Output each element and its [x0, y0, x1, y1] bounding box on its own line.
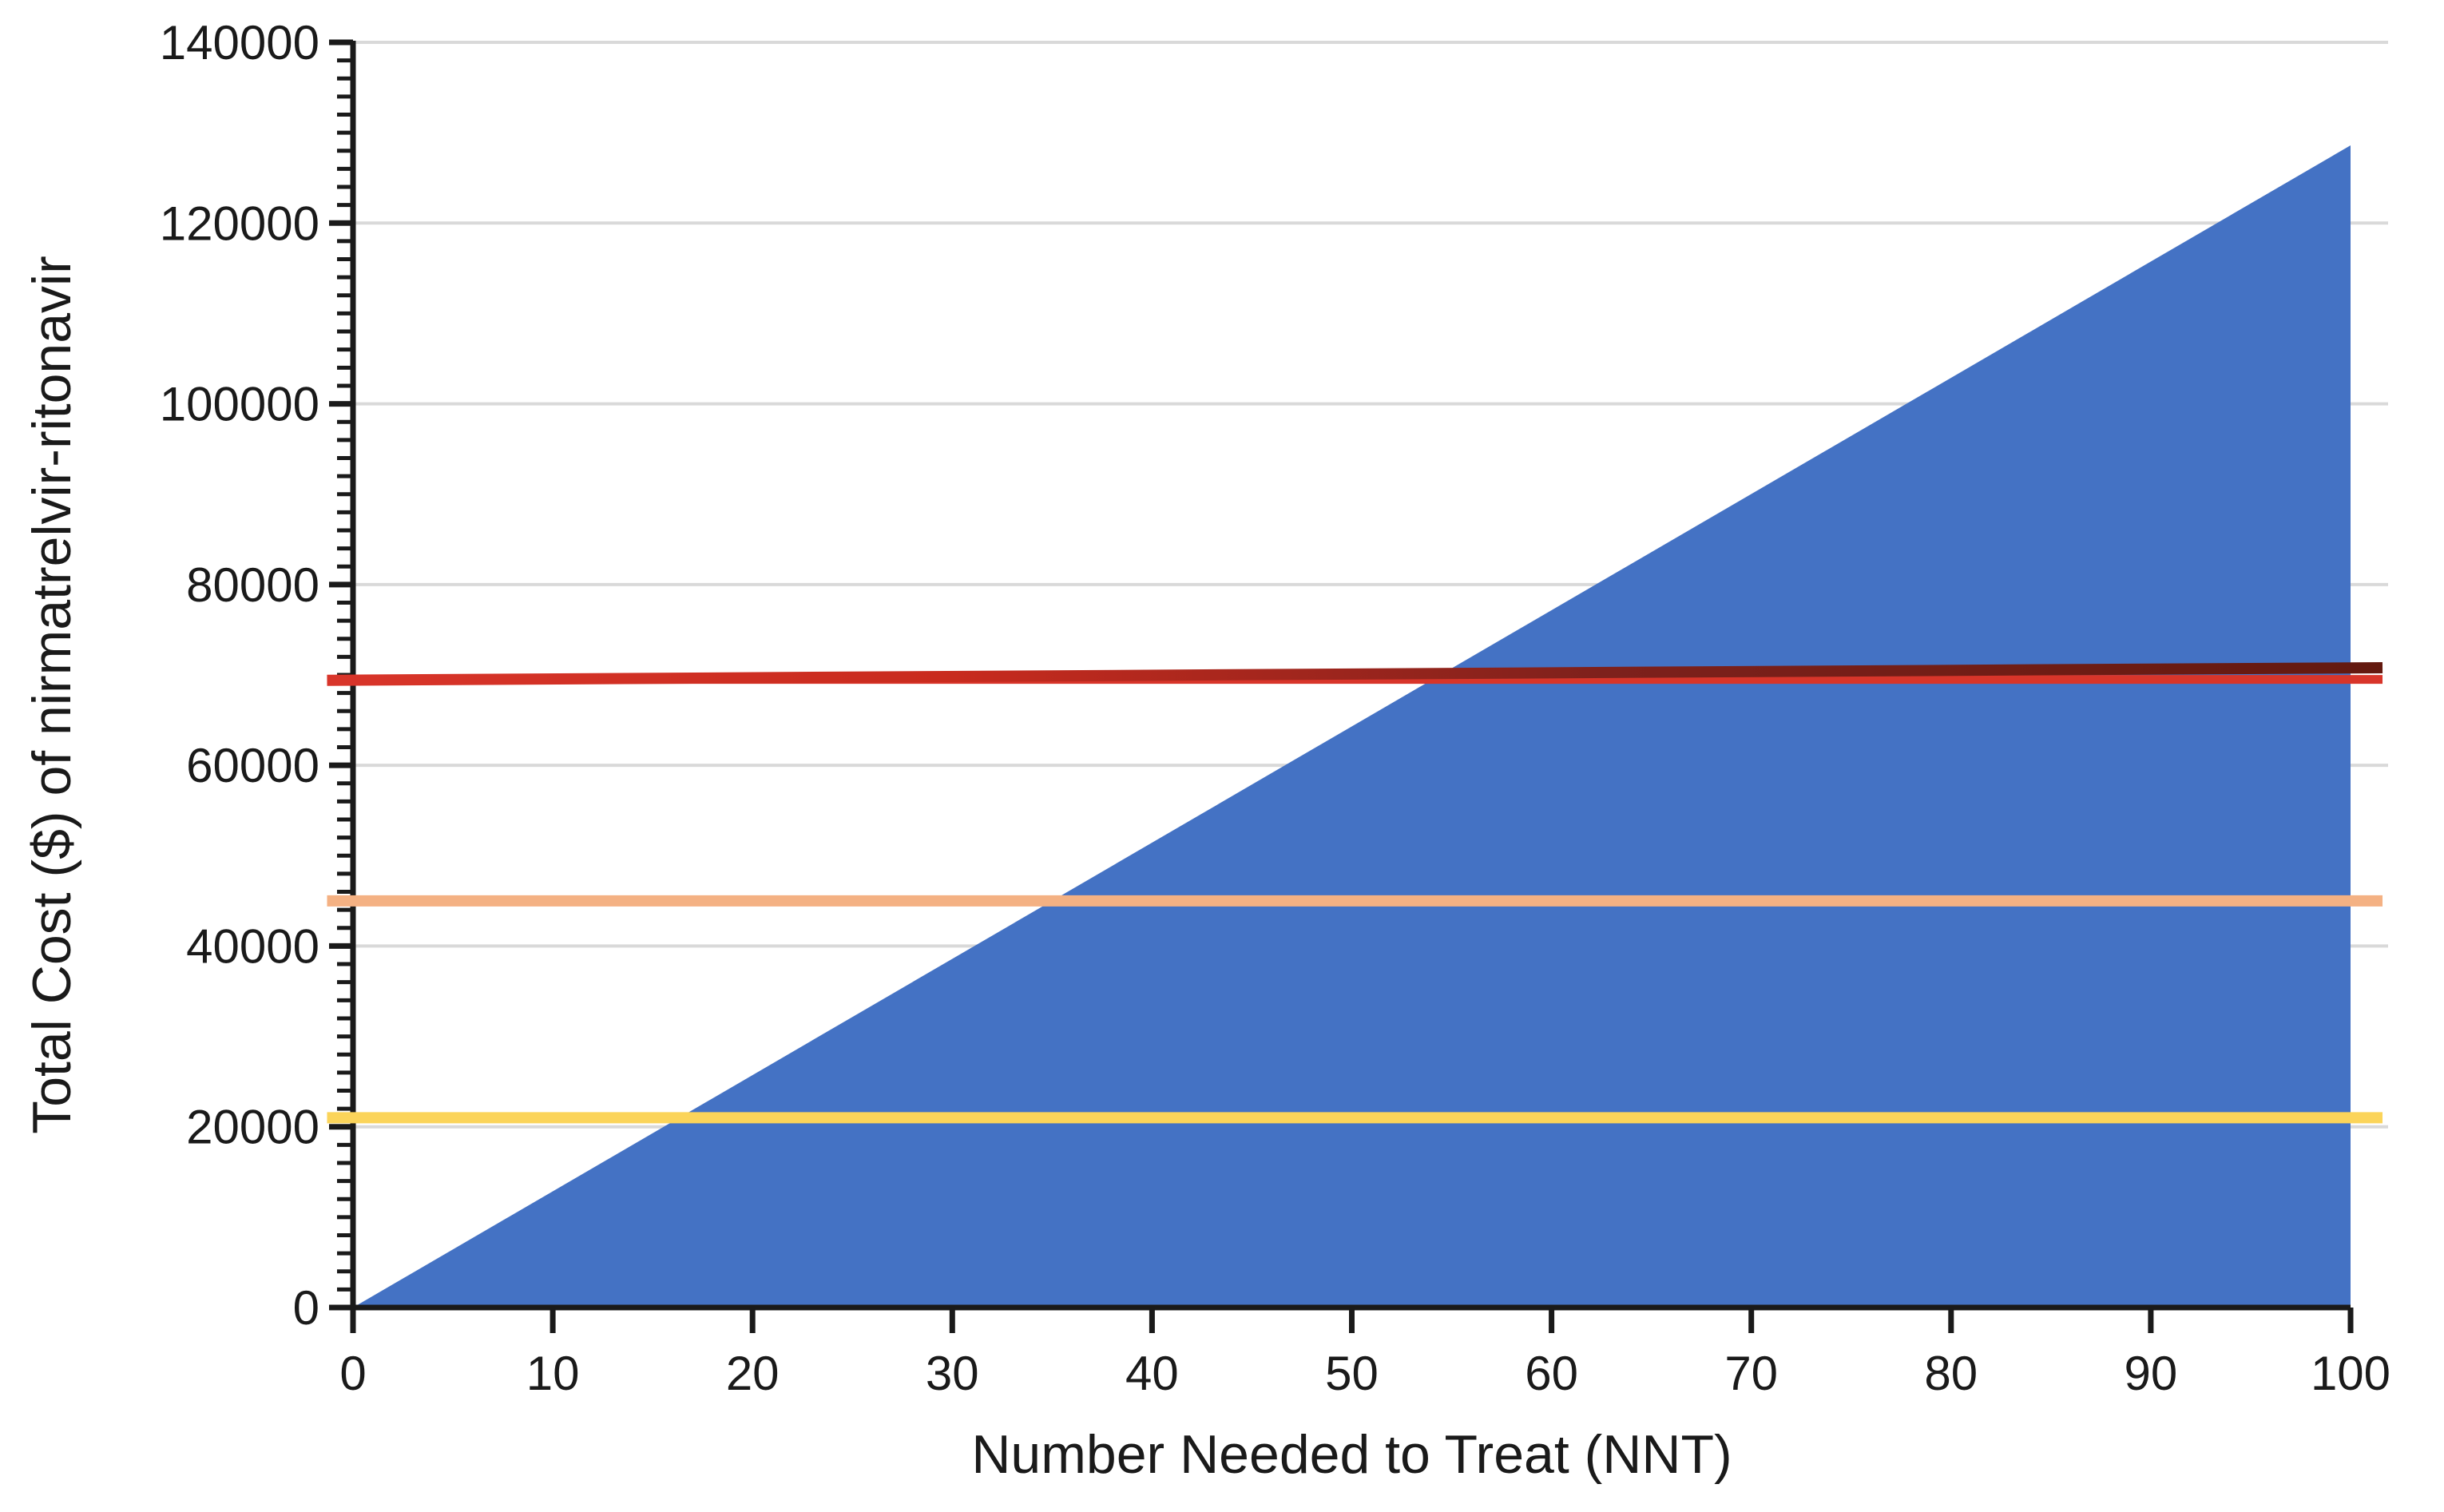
x-tick-label: 10 [526, 1347, 580, 1400]
x-tick-label: 30 [926, 1347, 979, 1400]
total-cost-area [353, 145, 2351, 1308]
y-tick-label: 20000 [186, 1101, 319, 1154]
x-tick-label: 80 [1924, 1347, 1978, 1400]
y-tick-label: 120000 [160, 196, 319, 250]
y-tick-label: 100000 [160, 378, 319, 431]
x-tick-label: 20 [726, 1347, 780, 1400]
x-tick-label: 50 [1325, 1347, 1379, 1400]
x-tick-label: 100 [2311, 1347, 2390, 1400]
y-tick-label: 0 [293, 1281, 319, 1335]
x-axis-title: Number Needed to Treat (NNT) [971, 1424, 1732, 1485]
y-tick-label: 140000 [160, 16, 319, 69]
y-tick-label: 80000 [186, 558, 319, 612]
y-tick-label: 60000 [186, 739, 319, 792]
y-axis-title: Total Cost ($) of nirmatrelvir-ritonavir [22, 256, 82, 1134]
x-tick-label: 0 [339, 1347, 366, 1400]
x-tick-label: 70 [1724, 1347, 1778, 1400]
threshold-line-red [327, 661, 2383, 686]
x-tick-label: 60 [1525, 1347, 1578, 1400]
x-tick-label: 90 [2125, 1347, 2178, 1400]
x-tick-label: 40 [1125, 1347, 1179, 1400]
y-axis-title-wrap: Total Cost ($) of nirmatrelvir-ritonavir [0, 0, 104, 1512]
y-tick-label: 40000 [186, 919, 319, 973]
